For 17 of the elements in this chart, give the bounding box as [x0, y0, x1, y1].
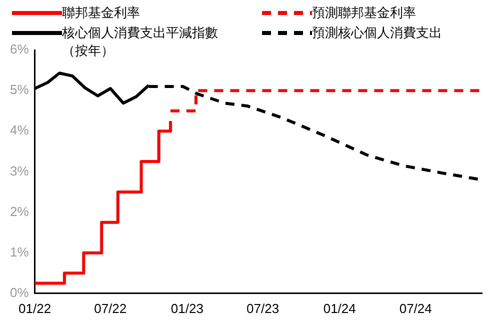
- legend-label: 核心個人消費支出平減指數（按年）: [62, 25, 219, 60]
- y-tick-label: 2%: [10, 204, 30, 219]
- x-tick-label: 07/24: [399, 300, 432, 316]
- legend-label: 聯邦基金利率: [62, 5, 140, 22]
- x-tick-label: 01/22: [18, 300, 52, 316]
- legend-label: 預測核心個人消費支出: [312, 25, 442, 42]
- y-tick-label: 3%: [10, 163, 30, 178]
- x-tick-label: 01/23: [170, 300, 204, 316]
- legend-label: 預測聯邦基金利率: [312, 5, 416, 22]
- y-tick-label: 1%: [10, 244, 30, 260]
- y-tick-label: 4%: [10, 122, 30, 138]
- y-tick-label: 0%: [10, 284, 30, 300]
- y-tick-label: 6%: [10, 42, 30, 57]
- x-tick-label: 01/24: [323, 300, 356, 316]
- y-tick-label: 5%: [10, 82, 30, 98]
- x-tick-label: 07/22: [94, 300, 127, 316]
- x-tick-label: 07/23: [246, 300, 280, 316]
